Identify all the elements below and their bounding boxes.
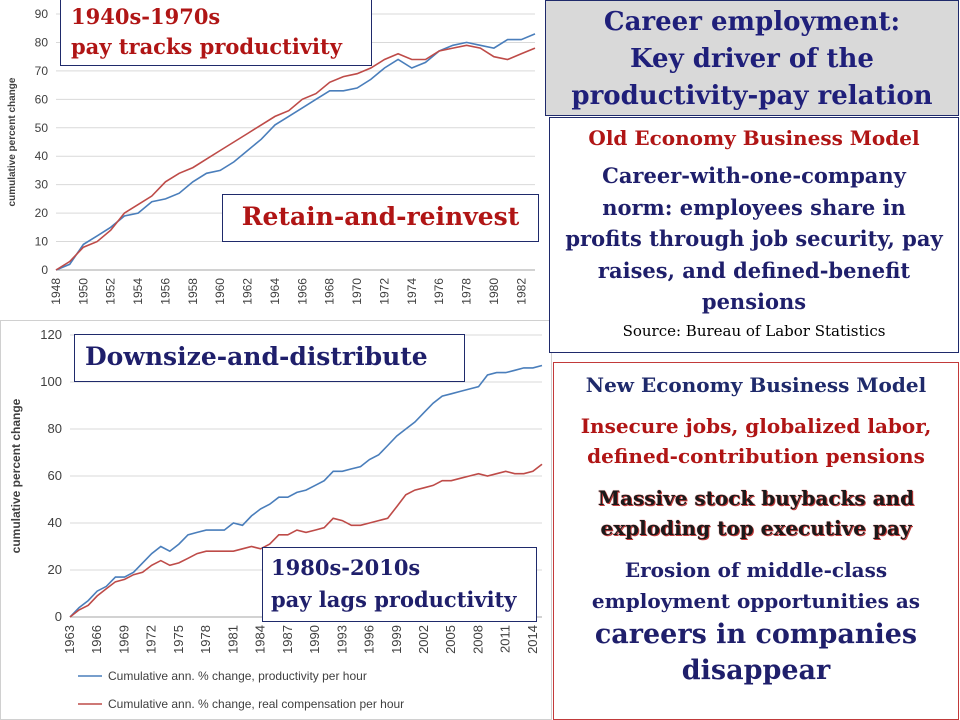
x-tick-label: 1970 [350, 278, 364, 305]
erosion-line-2: employment opportunities as [591, 589, 921, 613]
source-note: Source: Bureau of Labor Statistics [622, 321, 886, 340]
productivity-series-line [69, 364, 543, 618]
downsize-and-distribute-label: Downsize-and-distribute [74, 334, 465, 382]
x-tick-label: 1972 [144, 625, 159, 654]
x-tick-label: 1980 [487, 278, 501, 305]
legend-entry: Cumulative ann. % change, real compensat… [108, 697, 404, 711]
x-tick-label: 1984 [253, 625, 268, 654]
slide-title-box: Career employment: Key driver of the pro… [545, 0, 959, 116]
old-economy-line-1: Career-with-one-company [602, 163, 906, 188]
old-economy-description: Career-with-one-company norm: employees … [550, 160, 958, 318]
x-tick-label: 1972 [377, 278, 391, 305]
old-economy-box: Old Economy Business Model Career-with-o… [549, 117, 959, 353]
x-tick-label: 1975 [171, 625, 186, 654]
careers-line-1: careers in companies [594, 619, 918, 650]
y-tick-label: 0 [41, 263, 48, 277]
y-tick-label: 50 [35, 121, 49, 135]
x-tick-label: 1956 [158, 278, 172, 305]
x-tick-label: 1993 [334, 625, 349, 654]
x-tick-label: 1966 [89, 625, 104, 654]
chart-2-frame [0, 320, 552, 720]
insecure-line-2: defined-contribution pensions [587, 444, 925, 468]
y-tick-label: 80 [35, 35, 49, 49]
y-tick-label: 60 [48, 468, 62, 483]
x-tick-label: 2008 [470, 625, 485, 654]
y-tick-label: 60 [35, 92, 49, 106]
y-tick-label: 100 [40, 374, 62, 389]
buybacks-line-2: exploding top executive pay [600, 516, 912, 540]
new-economy-box: New Economy Business Model Insecure jobs… [553, 362, 959, 720]
era1-years: 1940s-1970s [71, 4, 221, 29]
erosion-text: Erosion of middle-class employment oppor… [554, 555, 958, 617]
era1-caption: pay tracks productivity [71, 34, 342, 59]
new-economy-heading: New Economy Business Model [585, 373, 927, 397]
insecure-line-1: Insecure jobs, globalized labor, [580, 414, 932, 438]
x-tick-label: 1996 [362, 625, 377, 654]
y-tick-label: 0 [55, 609, 62, 624]
x-tick-label: 1976 [432, 278, 446, 305]
y-tick-label: 20 [35, 206, 49, 220]
x-tick-label: 1950 [76, 278, 90, 305]
old-economy-line-5: pensions [701, 289, 807, 314]
old-economy-line-4: raises, and defined-benefit [597, 257, 911, 283]
x-tick-label: 1958 [186, 278, 200, 305]
y-tick-label: 40 [35, 149, 49, 163]
buybacks-line-1: Massive stock buybacks and [597, 486, 915, 510]
x-tick-label: 1982 [514, 278, 528, 305]
x-tick-label: 1952 [104, 278, 118, 305]
x-tick-label: 1966 [295, 278, 309, 305]
y-tick-label: 40 [48, 515, 62, 530]
x-tick-label: 2002 [416, 625, 431, 654]
x-tick-label: 1963 [62, 625, 77, 654]
x-tick-label: 1954 [131, 278, 145, 305]
x-tick-label: 1987 [280, 625, 295, 654]
x-tick-label: 1964 [268, 278, 282, 305]
x-tick-label: 2011 [498, 625, 513, 653]
y-axis-label: cumulative percent change [7, 77, 18, 206]
x-tick-label: 1962 [241, 278, 255, 305]
erosion-line-1: Erosion of middle-class [624, 558, 888, 582]
careers-line-2: disappear [681, 655, 831, 686]
buybacks-text: Massive stock buybacks and exploding top… [554, 483, 958, 543]
x-tick-label: 1969 [116, 625, 131, 654]
y-tick-label: 20 [48, 562, 62, 577]
era-label-1980s-2010s: 1980s-2010s pay lags productivity [262, 547, 537, 622]
x-tick-label: 1968 [323, 278, 337, 305]
old-economy-line-2: norm: employees share in [602, 194, 906, 220]
y-tick-label: 10 [35, 235, 49, 249]
slide-title-line-3: productivity-pay relation [571, 81, 933, 111]
x-tick-label: 1981 [225, 625, 240, 654]
x-tick-label: 1978 [460, 278, 474, 305]
x-tick-label: 2005 [443, 625, 458, 654]
x-tick-label: 2014 [525, 625, 540, 654]
era2-years: 1980s-2010s [271, 555, 421, 580]
y-tick-label: 70 [35, 64, 49, 78]
era2-caption: pay lags productivity [271, 587, 517, 612]
slide-title-line-1: Career employment: [603, 7, 901, 37]
old-economy-heading: Old Economy Business Model [588, 126, 920, 150]
x-tick-label: 1974 [405, 278, 419, 305]
compensation-series-line [55, 44, 536, 271]
compensation-series-line [69, 463, 543, 618]
x-tick-label: 1999 [389, 625, 404, 654]
x-tick-label: 1990 [307, 625, 322, 654]
y-axis-label: cumulative percent change [9, 398, 23, 553]
x-tick-label: 1978 [198, 625, 213, 654]
y-tick-label: 90 [35, 7, 49, 21]
legend-entry: Cumulative ann. % change, productivity p… [108, 669, 367, 683]
insecure-jobs-text: Insecure jobs, globalized labor, defined… [554, 411, 958, 471]
slide-title-line-2: Key driver of the [630, 44, 874, 74]
y-tick-label: 30 [35, 178, 49, 192]
retain-and-reinvest-label: Retain-and-reinvest [222, 194, 539, 242]
y-tick-label: 120 [40, 327, 62, 342]
x-tick-label: 1960 [213, 278, 227, 305]
old-economy-line-3: profits through job security, pay [565, 226, 943, 251]
y-tick-label: 80 [48, 421, 62, 436]
era-label-1940s-1970s: 1940s-1970s pay tracks productivity [60, 0, 372, 66]
careers-disappear-text: careers in companies disappear [554, 617, 958, 689]
productivity-pay-chart-1963-2015: 0 20 40 60 80 100 120 1963 1966 1969 1972 1975 1978 1… [9, 327, 543, 711]
productivity-series-line [55, 33, 536, 271]
x-tick-label: 1948 [49, 278, 63, 305]
